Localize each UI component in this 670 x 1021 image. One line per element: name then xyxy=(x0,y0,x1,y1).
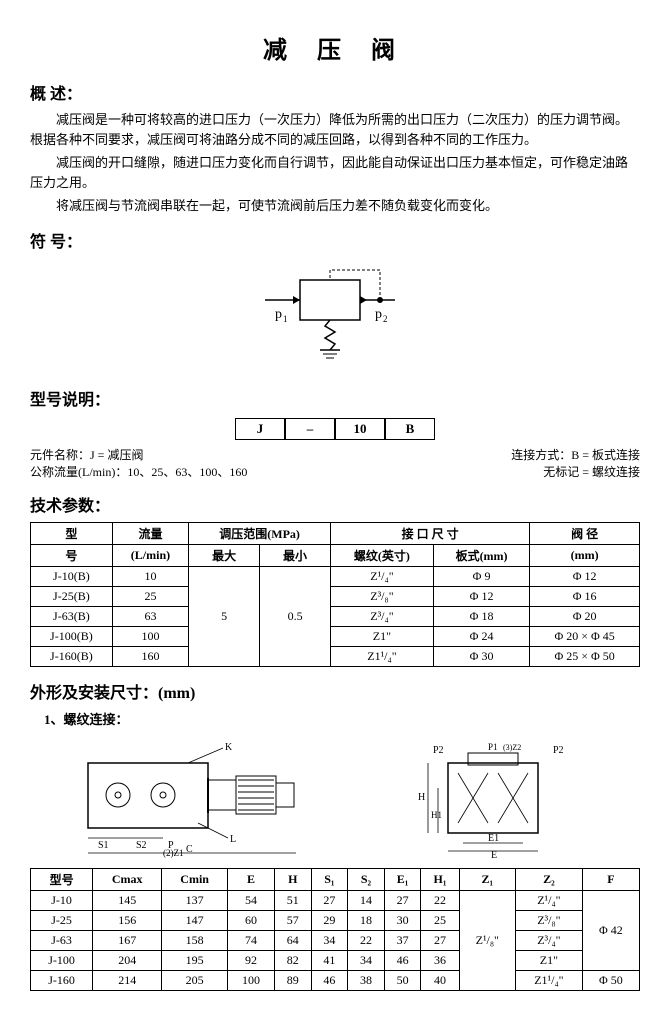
dimension-figures: K L S1 S2 P (2)Z1 C P2 P1 (3)Z2 P2 H H1 … xyxy=(30,738,640,858)
dth-e1: E₁ xyxy=(384,868,421,890)
svg-text:S1: S1 xyxy=(98,840,109,851)
dimension-table: 型号 Cmax Cmin E H S₁ S₂ E₁ H₁ Z₁ Z₂ F J-1… xyxy=(30,868,640,991)
svg-text:H: H xyxy=(418,792,425,803)
svg-text:(3)Z2: (3)Z2 xyxy=(503,743,521,752)
section-overview: 概 述： xyxy=(30,80,640,104)
model-left-1: 元件名称：J = 减压阀 xyxy=(30,446,247,463)
table-row: J-25(B) 25 Z³/₈" Φ 12 Φ 16 xyxy=(31,586,640,606)
section-symbol: 符 号： xyxy=(30,228,640,252)
svg-text:P2: P2 xyxy=(433,745,444,756)
overview-para-1: 减压阀是一种可将较高的进口压力（一次压力）降低为所需的出口压力（二次压力）的压力… xyxy=(30,110,640,149)
table-row: J-160(B) 160 Z1¹/₄" Φ 30 Φ 25 × Φ 50 xyxy=(31,646,640,666)
table-row: J-10(B) 10 5 0.5 Z¹/₄" Φ 9 Φ 12 xyxy=(31,566,640,586)
dth-cmin: Cmin xyxy=(162,868,228,890)
dth-f: F xyxy=(582,868,639,890)
model-right-1: 连接方式：B = 板式连接 xyxy=(511,446,640,463)
dth-z2: Z₂ xyxy=(515,868,582,890)
table-row: J-10 145 137 54 51 27 14 27 22 Z¹/₈" Z¹/… xyxy=(31,890,640,910)
model-box-b: B xyxy=(385,418,435,440)
svg-text:S2: S2 xyxy=(136,840,147,851)
table-row: J-100 204 195 92 82 41 34 46 36 Z1" xyxy=(31,950,640,970)
table-row: J-25 156 147 60 57 29 18 30 25 Z³/₈" xyxy=(31,910,640,930)
model-right-2: 无标记 = 螺纹连接 xyxy=(511,463,640,480)
th-range: 调压范围(MPa) xyxy=(189,522,331,544)
svg-text:C: C xyxy=(186,844,193,855)
th-flow: 流量 xyxy=(112,522,188,544)
model-explain: J – 10 B 元件名称：J = 减压阀 公称流量(L/min)：10、25、… xyxy=(30,418,640,480)
svg-text:P2: P2 xyxy=(553,745,564,756)
thread-fig-right: P2 P1 (3)Z2 P2 H H1 E1 E xyxy=(403,738,603,858)
svg-text:E1: E1 xyxy=(488,833,499,844)
model-box-dash: – xyxy=(285,418,335,440)
th-port: 接 口 尺 寸 xyxy=(331,522,530,544)
dth-h: H xyxy=(275,868,312,890)
th-min: 最小 xyxy=(260,544,331,566)
dth-model: 型号 xyxy=(31,868,93,890)
table-row: J-160 214 205 100 89 46 38 50 40 Z1¹/₄" … xyxy=(31,970,640,990)
dth-e: E xyxy=(227,868,274,890)
dth-z1: Z₁ xyxy=(459,868,515,890)
svg-text:K: K xyxy=(225,742,233,753)
svg-text:2: 2 xyxy=(383,314,388,324)
svg-text:P1: P1 xyxy=(488,742,498,752)
table-row: J-63 167 158 74 64 34 22 37 27 Z³/₄" xyxy=(31,930,640,950)
svg-text:1: 1 xyxy=(283,314,288,324)
thread-fig-left: K L S1 S2 P (2)Z1 C xyxy=(68,738,328,858)
section-model: 型号说明： xyxy=(30,386,640,410)
th-dia: 阀 径 xyxy=(530,522,640,544)
overview-para-3: 将减压阀与节流阀串联在一起，可使节流阀前后压力差不随负载变化而变化。 xyxy=(30,196,640,216)
th-thread: 螺纹(英寸) xyxy=(331,544,434,566)
dth-s2: S₂ xyxy=(348,868,385,890)
th-model: 型 xyxy=(31,522,113,544)
section-tech: 技术参数： xyxy=(30,492,640,516)
dth-cmax: Cmax xyxy=(93,868,162,890)
th-max: 最大 xyxy=(189,544,260,566)
th-plate: 板式(mm) xyxy=(433,544,529,566)
section-dimensions: 外形及安装尺寸：(mm) xyxy=(30,679,640,703)
dth-s1: S₁ xyxy=(311,868,348,890)
page-title: 减 压 阀 xyxy=(30,30,640,65)
th-mm: (mm) xyxy=(530,544,640,566)
symbol-p1-label: p xyxy=(275,307,282,322)
svg-text:H1: H1 xyxy=(431,810,442,820)
model-box-10: 10 xyxy=(335,418,385,440)
symbol-diagram: p 1 p 2 xyxy=(30,260,640,374)
dth-h1: H₁ xyxy=(421,868,459,890)
model-box-j: J xyxy=(235,418,285,440)
th-lmin: (L/min) xyxy=(112,544,188,566)
dim-subheading: 1、螺纹连接： xyxy=(44,709,640,728)
th-hao: 号 xyxy=(31,544,113,566)
table-row: J-100(B) 100 Z1" Φ 24 Φ 20 × Φ 45 xyxy=(31,626,640,646)
symbol-p2-label: p xyxy=(375,307,382,322)
svg-text:E: E xyxy=(491,850,497,858)
tech-params-table: 型 流量 调压范围(MPa) 接 口 尺 寸 阀 径 号 (L/min) 最大 … xyxy=(30,522,640,667)
model-left-2: 公称流量(L/min)：10、25、63、100、160 xyxy=(30,463,247,480)
svg-text:L: L xyxy=(230,834,236,845)
overview-para-2: 减压阀的开口缝隙，随进口压力变化而自行调节，因此能自动保证出口压力基本恒定，可作… xyxy=(30,153,640,192)
table-row: J-63(B) 63 Z³/₄" Φ 18 Φ 20 xyxy=(31,606,640,626)
